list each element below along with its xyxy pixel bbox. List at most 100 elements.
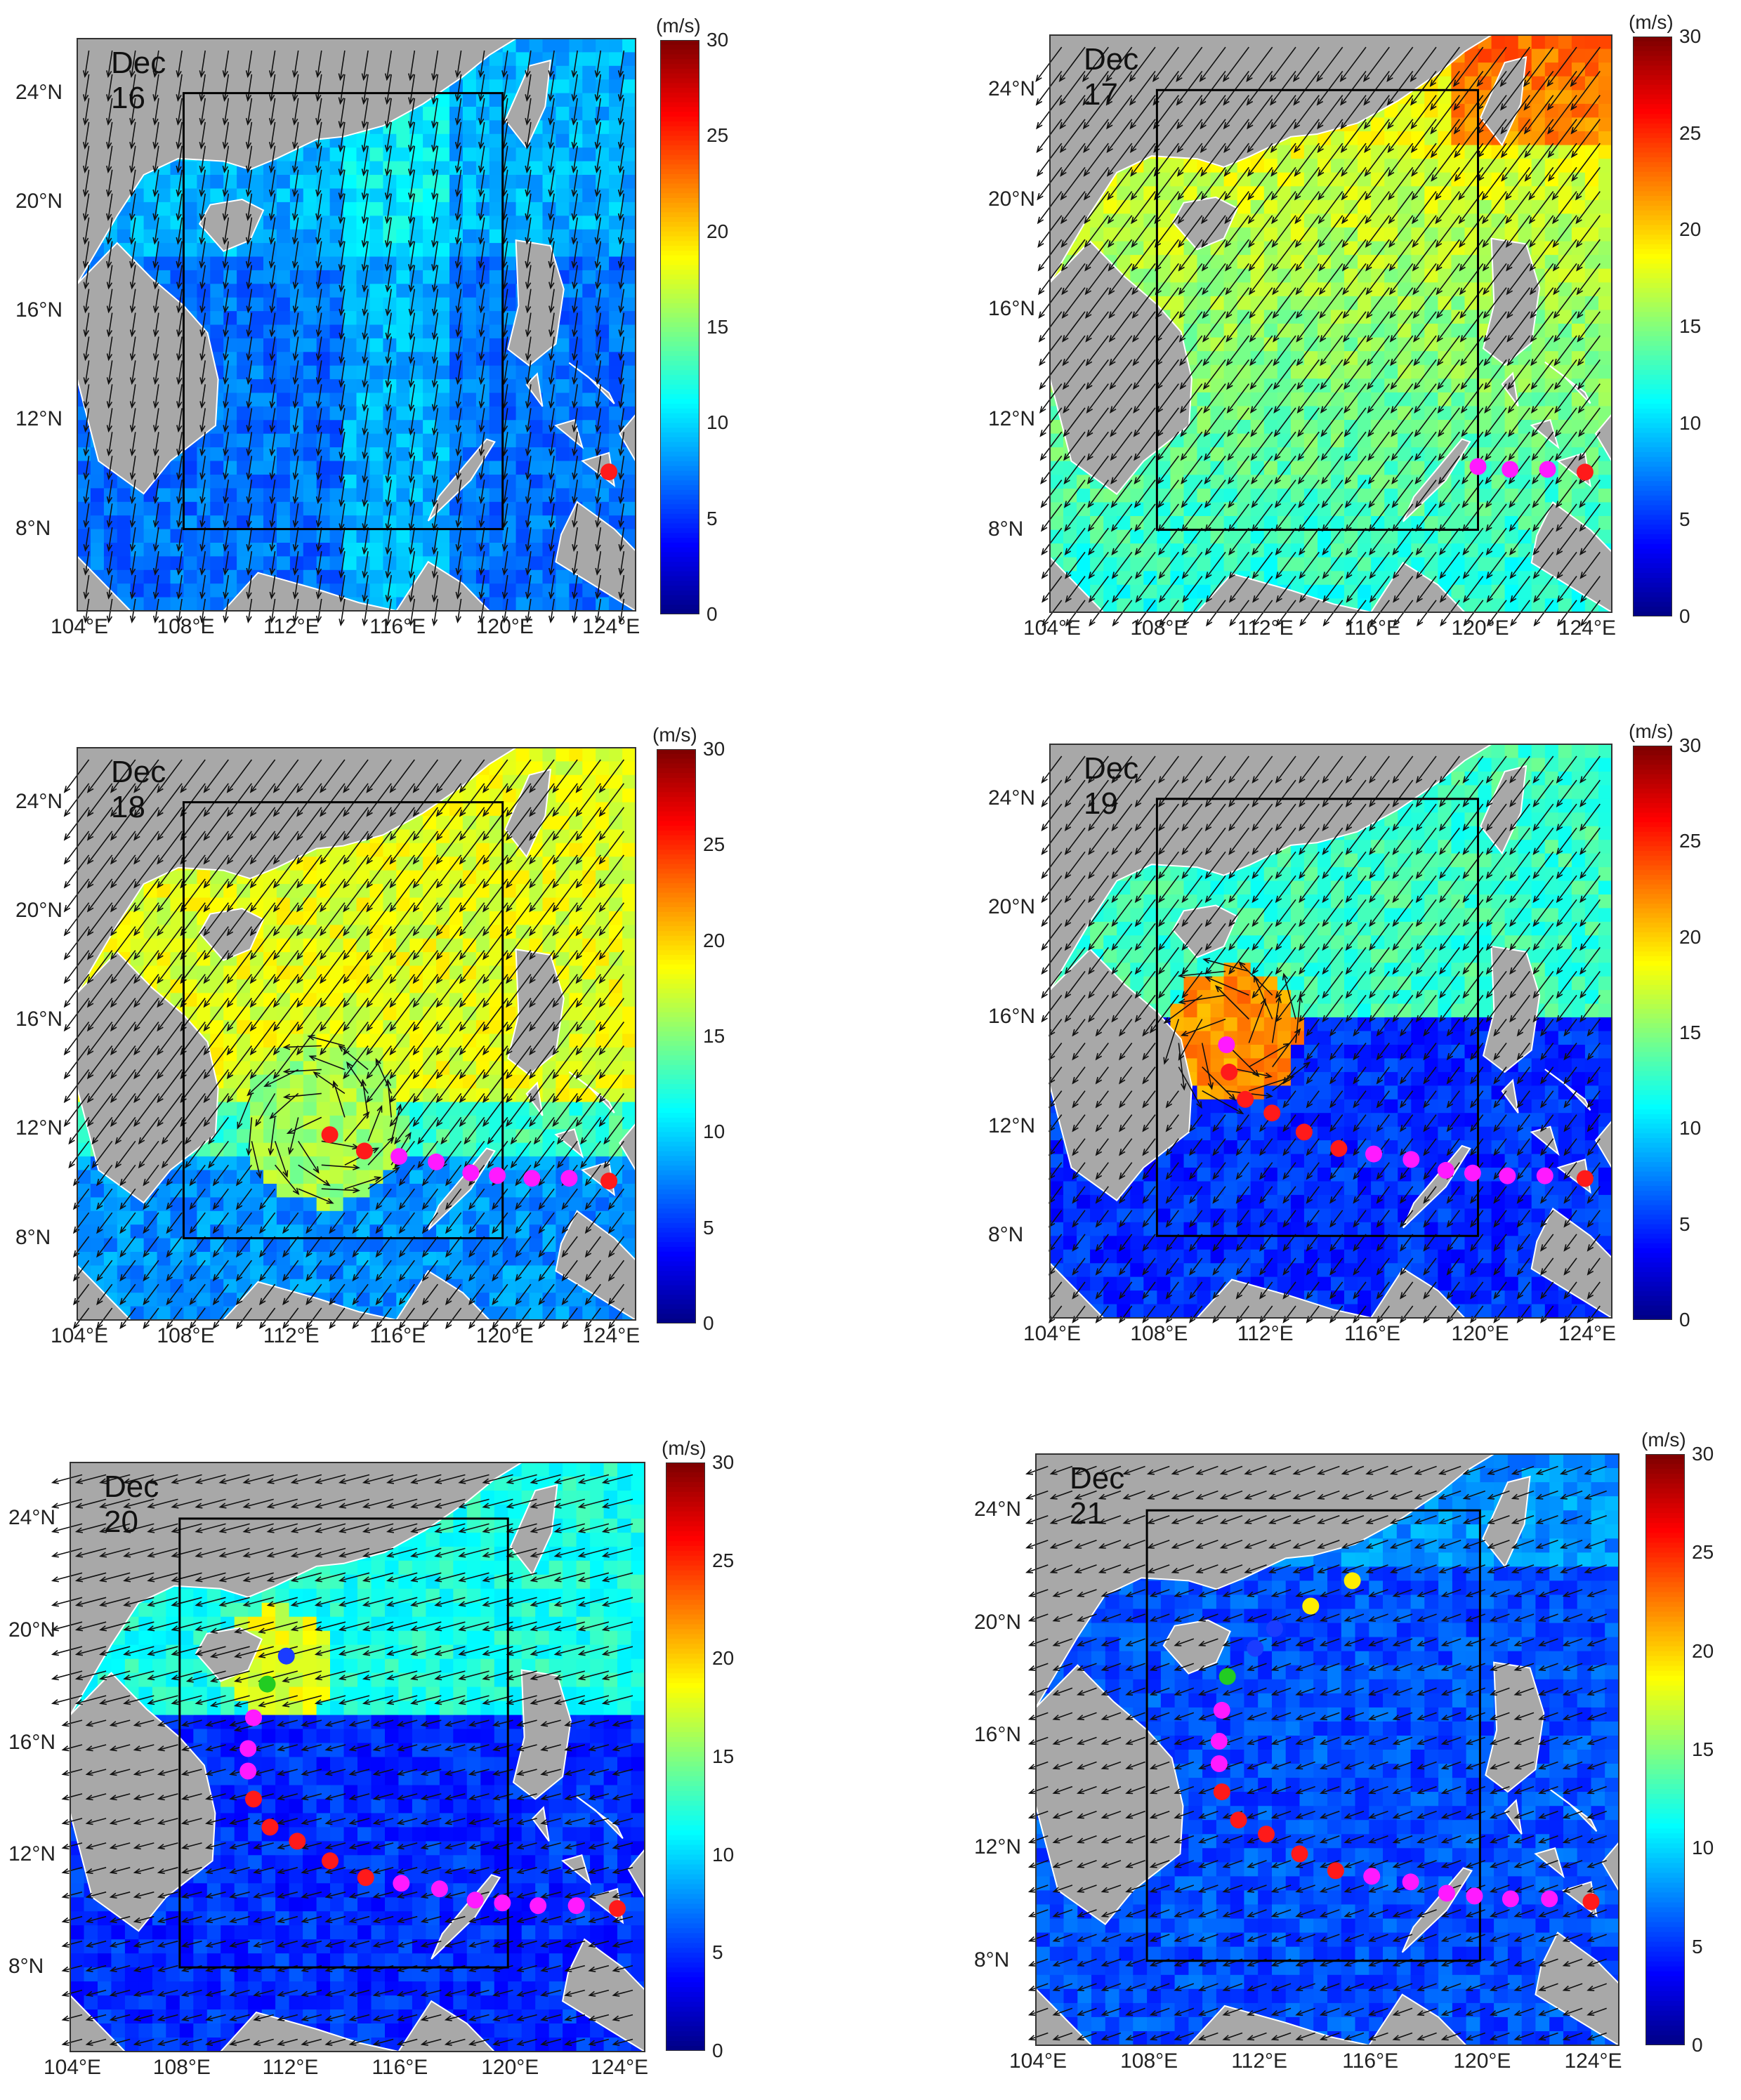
wind-arrow-head: [1318, 240, 1325, 248]
wind-arrow: [1166, 1257, 1179, 1275]
wind-arrow: [573, 408, 578, 432]
colorbar-segment: [1633, 379, 1672, 385]
wind-arrow: [1223, 95, 1249, 129]
wind-arrow: [1415, 455, 1437, 484]
wind-arrow-head: [339, 428, 345, 436]
wind-arrow-head: [1158, 895, 1165, 904]
colorbar-segment: [1633, 558, 1672, 564]
wind-arrow: [456, 360, 462, 384]
wind-arrow: [1533, 576, 1554, 602]
wind-arrow-head: [1062, 382, 1070, 390]
wind-arrow: [180, 926, 206, 960]
wind-arrow-head: [1306, 1244, 1313, 1252]
wind-arrow: [417, 1116, 439, 1144]
wind-arrow-head: [152, 591, 159, 600]
wind-arrow-head: [482, 1000, 490, 1008]
wind-arrow: [1085, 311, 1109, 342]
colorbar-segment: [660, 552, 699, 558]
colorbar-segment: [1633, 409, 1672, 414]
wind-arrow-head: [1275, 548, 1282, 556]
wind-arrow: [1203, 383, 1226, 413]
wind-arrow-head: [1500, 150, 1508, 159]
wind-arrow: [1423, 1186, 1437, 1203]
wind-arrow: [366, 950, 392, 984]
wind-arrow: [576, 759, 601, 793]
wind-arrow-head: [1204, 871, 1212, 880]
wind-arrow: [166, 1188, 183, 1210]
wind-arrow-head: [1322, 1015, 1329, 1023]
wind-arrow: [1296, 335, 1320, 366]
wind-arrow: [155, 480, 159, 503]
colorbar-segment: [1633, 587, 1672, 593]
wind-arrow-head: [595, 544, 601, 552]
wind-arrow-head: [320, 1048, 327, 1056]
wind-arrow-head: [1295, 264, 1302, 272]
wind-arrow-head: [1282, 1100, 1289, 1109]
wind-arrow: [1178, 191, 1203, 224]
wind-arrow-head: [1203, 406, 1210, 414]
wind-arrow-head: [288, 1147, 294, 1156]
wind-arrow-head: [246, 425, 252, 433]
colorbar-segment: [1633, 210, 1672, 216]
colorbar-segment: [1633, 41, 1672, 47]
wind-arrow-head: [1342, 287, 1349, 296]
wind-arrow: [504, 360, 508, 384]
wind-arrow-head: [166, 1202, 173, 1210]
wind-arrow: [84, 193, 90, 220]
wind-arrow: [386, 265, 392, 291]
colorbar-segment: [657, 887, 696, 894]
wind-arrow: [1484, 359, 1507, 390]
wind-arrow-head: [1369, 847, 1376, 856]
wind-arrow: [96, 1164, 113, 1186]
colorbar-segment: [657, 988, 696, 994]
wind-arrow-head: [1158, 871, 1165, 880]
wind-arrow: [550, 289, 555, 312]
wind-arrow-head: [272, 976, 280, 984]
wind-arrow-head: [1575, 216, 1582, 225]
wind-arrow: [340, 336, 346, 363]
wind-arrow-head: [1376, 1029, 1384, 1037]
wind-arrow-head: [1400, 1124, 1407, 1132]
wind-arrow: [1400, 1066, 1414, 1084]
wind-arrow-head: [352, 1297, 359, 1306]
wind-arrow-head: [1040, 477, 1047, 485]
land-polygon: [198, 907, 265, 961]
wind-arrow: [1459, 215, 1484, 247]
wind-arrow-head: [1365, 311, 1373, 319]
wind-arrow: [1179, 994, 1226, 1003]
wind-arrow-head: [68, 1137, 75, 1145]
wind-arrow: [1295, 239, 1320, 271]
wind-arrow-head: [595, 449, 601, 457]
wind-arrow-head: [1482, 216, 1489, 225]
wind-arrow: [619, 121, 625, 149]
wind-arrow: [131, 432, 136, 456]
wind-arrow: [1439, 946, 1460, 975]
wind-arrow-head: [292, 615, 299, 623]
wind-arrow: [1228, 431, 1249, 461]
wind-arrow: [436, 807, 462, 840]
wind-arrow: [433, 527, 439, 554]
wind-arrow-head: [538, 1202, 545, 1210]
wind-arrow: [1275, 970, 1296, 998]
wind-arrow: [201, 503, 206, 527]
wind-arrow: [1365, 166, 1390, 200]
wind-arrow-head: [1446, 1124, 1454, 1132]
wind-arrow-head: [412, 1071, 420, 1080]
wind-arrow-head: [1570, 150, 1578, 159]
wind-arrow-head: [431, 240, 438, 249]
wind-arrow: [596, 193, 602, 220]
wind-arrow: [317, 265, 322, 289]
wind-arrow-head: [63, 1024, 71, 1032]
wind-arrow: [298, 1188, 334, 1204]
wind-arrow-head: [329, 1274, 336, 1282]
colorbar-segment: [660, 465, 699, 472]
wind-arrow: [619, 360, 625, 384]
wind-arrow-head: [412, 928, 420, 937]
wind-arrow-head: [235, 1226, 243, 1234]
wind-arrow: [376, 1307, 392, 1328]
wind-arrow: [376, 1283, 392, 1305]
wind-arrow-head: [143, 1226, 150, 1234]
colorbar-segment: [660, 504, 699, 510]
wind-arrow-head: [1212, 1124, 1219, 1132]
wind-arrow-head: [1273, 406, 1280, 414]
